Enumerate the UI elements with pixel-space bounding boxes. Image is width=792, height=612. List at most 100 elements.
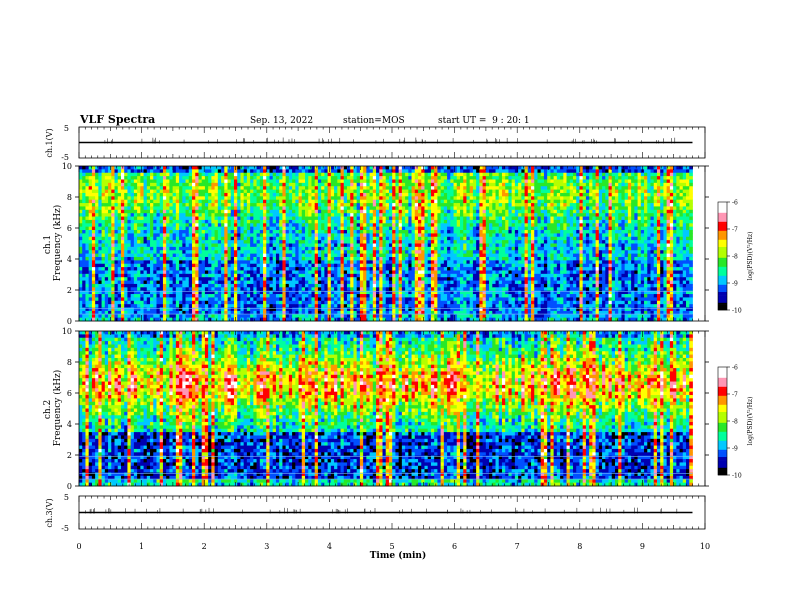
spectrogram-cell (105, 183, 109, 187)
spectrogram-cell (131, 314, 135, 318)
spectrogram-cell (124, 193, 128, 197)
spectrogram-cell (79, 240, 83, 244)
spectrogram-cell (92, 233, 96, 237)
spectrogram-cell (166, 210, 170, 214)
spectrogram-cell (182, 244, 186, 248)
spectrogram-cell (131, 237, 135, 241)
spectrogram-cell (163, 304, 167, 308)
spectrogram-cell (166, 190, 170, 194)
spectrogram-cell (118, 233, 122, 237)
spectrogram-cell (144, 173, 148, 177)
spectrogram-cell (182, 257, 186, 261)
spectrogram-cell (79, 247, 83, 251)
spectrogram-cell (95, 173, 99, 177)
spectrogram-cell (115, 230, 119, 234)
spectrogram-cell (150, 166, 154, 170)
spectrogram-cell (124, 301, 128, 305)
spectrogram-cell (131, 227, 135, 231)
spectrogram-cell (98, 203, 102, 207)
spectrogram-cell (182, 200, 186, 204)
spectrogram-cell (182, 297, 186, 301)
spectrogram-cell (82, 260, 86, 264)
spectrogram-cell (176, 254, 180, 258)
spectrogram-cell (176, 196, 180, 200)
spectrogram-cell (160, 277, 164, 281)
spectrogram-cell (98, 213, 102, 217)
spectrogram-cell (173, 257, 177, 261)
spectrogram-cell (163, 308, 167, 312)
spectrogram-cell (156, 220, 160, 224)
spectrogram-cell (95, 179, 99, 183)
spectrogram-cell (166, 227, 170, 231)
spectrogram-cell (118, 314, 122, 318)
spectrogram-cell (115, 213, 119, 217)
spectrogram-cell (202, 237, 206, 241)
spectrogram-cell (198, 186, 202, 190)
spectrogram-cell (111, 203, 115, 207)
spectrogram-cell (134, 274, 138, 278)
spectrogram-cell (124, 260, 128, 264)
spectrogram-cell (105, 291, 109, 295)
spectrogram-cell (118, 281, 122, 285)
spectrogram-cell (186, 287, 190, 291)
spectrogram-cell (95, 270, 99, 274)
spectrogram-cell (92, 196, 96, 200)
spectrogram-cell (118, 254, 122, 258)
spectrogram-cell (105, 210, 109, 214)
spectrogram-cell (111, 210, 115, 214)
spectrogram-cell (89, 193, 93, 197)
spectrogram-cell (121, 284, 125, 288)
spectrogram-cell (127, 190, 131, 194)
spectrogram-cell (198, 291, 202, 295)
spectrogram-cell (153, 297, 157, 301)
spectrogram-cell (198, 210, 202, 214)
spectrogram-cell (137, 297, 141, 301)
spectrogram-cell (124, 196, 128, 200)
spectrogram-cell (137, 314, 141, 318)
spectrogram-cell (115, 240, 119, 244)
spectrogram-cell (131, 223, 135, 227)
spectrogram-cell (147, 314, 151, 318)
spectrogram-cell (153, 233, 157, 237)
spectrogram-cell (124, 213, 128, 217)
spectrogram-cell (79, 200, 83, 204)
spectrogram-cell (85, 223, 89, 227)
spectrogram-cell (79, 190, 83, 194)
spectrogram-cell (115, 254, 119, 258)
spectrogram-cell (176, 304, 180, 308)
spectrogram-cell (140, 193, 144, 197)
spectrogram-cell (115, 217, 119, 221)
spectrogram-cell (124, 217, 128, 221)
spectrogram-cell (92, 220, 96, 224)
spectrogram-cell (202, 210, 206, 214)
spectrogram-cell (92, 213, 96, 217)
spectrogram-cell (189, 284, 193, 288)
spectrogram-cell (89, 308, 93, 312)
spectrogram-cell (140, 206, 144, 210)
spectrogram-cell (140, 217, 144, 221)
spectrogram-cell (189, 196, 193, 200)
spectrogram-cell (140, 284, 144, 288)
spectrogram-cell (169, 287, 173, 291)
spectrogram-cell (89, 274, 93, 278)
spectrogram-cell (85, 193, 89, 197)
spectrogram-cell (179, 227, 183, 231)
spectrogram-cell (182, 264, 186, 268)
spectrogram-cell (147, 206, 151, 210)
spectrogram-cell (166, 274, 170, 278)
spectrogram-cell (182, 267, 186, 271)
spectrogram-cell (134, 291, 138, 295)
spectrogram-cell (163, 233, 167, 237)
spectrogram-cell (182, 233, 186, 237)
spectrogram-cell (153, 186, 157, 190)
spectrogram-cell (82, 287, 86, 291)
spectrogram-cell (124, 247, 128, 251)
spectrogram-cell (156, 213, 160, 217)
spectrogram-cell (163, 274, 167, 278)
spectrogram-cell (85, 297, 89, 301)
spectrogram-cell (163, 206, 167, 210)
spectrogram-cell (153, 173, 157, 177)
spectrogram-cell (189, 277, 193, 281)
spectrogram-cell (82, 294, 86, 298)
spectrogram-cell (92, 223, 96, 227)
